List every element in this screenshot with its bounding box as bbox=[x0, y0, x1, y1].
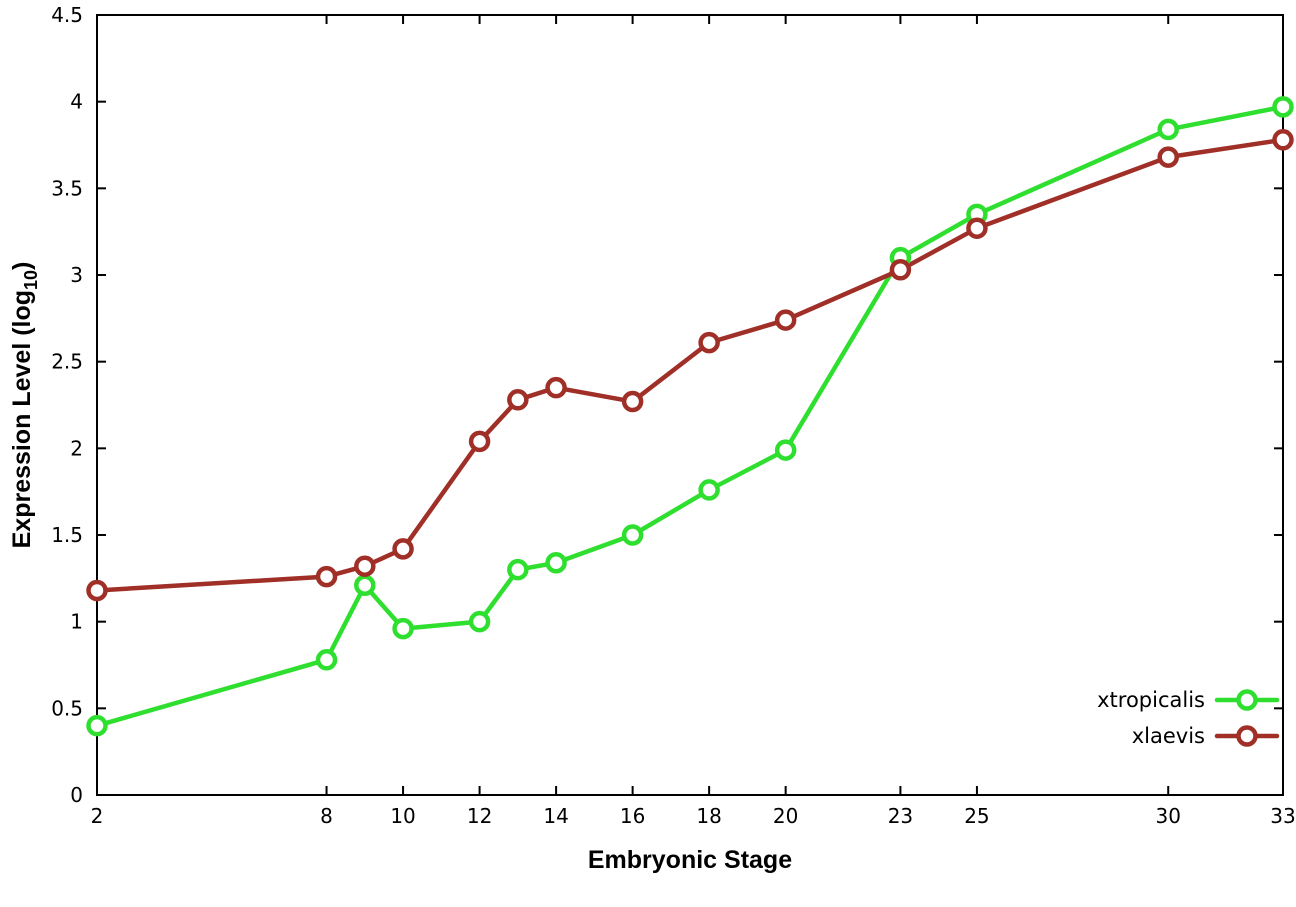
y-tick-label: 3 bbox=[70, 263, 83, 287]
data-point-xtropicalis bbox=[545, 551, 567, 574]
x-tick-label: 12 bbox=[467, 804, 492, 828]
data-point-xtropicalis bbox=[315, 649, 338, 671]
data-point-xtropicalis bbox=[86, 714, 108, 737]
data-point-xlaevis bbox=[354, 555, 376, 577]
x-tick-label: 16 bbox=[620, 804, 645, 828]
x-tick-label: 14 bbox=[543, 804, 568, 828]
y-tick-label: 1 bbox=[70, 610, 83, 634]
x-axis-label: Embryonic Stage bbox=[588, 846, 792, 874]
legend-marker-xlaevis bbox=[1236, 725, 1258, 747]
data-point-xlaevis bbox=[86, 579, 108, 602]
data-point-xtropicalis bbox=[621, 524, 644, 546]
data-point-xlaevis bbox=[468, 430, 491, 453]
data-point-xtropicalis bbox=[774, 439, 797, 461]
y-tick-label: 2 bbox=[70, 436, 83, 460]
y-axis-label: Expression Level (log10) bbox=[8, 262, 41, 549]
y-axis-label-main: Expression Level (log bbox=[8, 290, 36, 548]
data-point-xlaevis bbox=[774, 309, 797, 331]
data-point-xlaevis bbox=[1272, 129, 1294, 151]
data-point-xlaevis bbox=[966, 217, 988, 239]
data-point-xlaevis bbox=[545, 376, 567, 399]
y-tick-label: 1.5 bbox=[51, 523, 83, 547]
data-point-xtropicalis bbox=[468, 610, 491, 633]
x-tick-label: 18 bbox=[696, 804, 721, 828]
series-line-xlaevis bbox=[94, 137, 1286, 593]
x-tick-label: 2 bbox=[91, 804, 104, 828]
data-point-xlaevis bbox=[698, 331, 720, 354]
data-point-xtropicalis bbox=[698, 479, 720, 501]
data-point-xlaevis bbox=[507, 389, 529, 411]
data-point-xtropicalis bbox=[354, 574, 376, 597]
y-tick-label: 4.5 bbox=[51, 3, 83, 27]
y-tick-label: 4 bbox=[70, 90, 83, 114]
y-tick-label: 2.5 bbox=[51, 350, 83, 374]
data-point-xtropicalis bbox=[1157, 118, 1179, 141]
x-tick-label: 20 bbox=[773, 804, 798, 828]
x-tick-label: 23 bbox=[888, 804, 913, 828]
legend-marker-xtropicalis bbox=[1236, 689, 1258, 711]
data-point-xtropicalis bbox=[392, 617, 414, 640]
data-point-xtropicalis bbox=[1272, 96, 1294, 118]
data-point-xlaevis bbox=[1157, 146, 1179, 168]
y-tick-label: 0 bbox=[70, 783, 83, 807]
x-tick-label: 33 bbox=[1270, 804, 1295, 828]
x-tick-label: 30 bbox=[1155, 804, 1180, 828]
x-tick-label: 25 bbox=[964, 804, 989, 828]
data-point-xlaevis bbox=[315, 565, 338, 588]
data-point-xtropicalis bbox=[507, 558, 529, 581]
data-point-xlaevis bbox=[621, 390, 644, 413]
data-point-xlaevis bbox=[392, 538, 414, 560]
y-axis-label-subscript: 10 bbox=[21, 270, 41, 290]
legend-label-xtropicalis: xtropicalis bbox=[1097, 688, 1205, 712]
y-tick-label: 3.5 bbox=[51, 176, 83, 200]
x-tick-label: 8 bbox=[320, 804, 333, 828]
y-tick-label: 0.5 bbox=[51, 696, 83, 720]
x-tick-label: 10 bbox=[390, 804, 415, 828]
plot-border bbox=[96, 14, 1284, 796]
data-point-xlaevis bbox=[889, 259, 912, 281]
y-axis-label-close: ) bbox=[8, 262, 36, 270]
chart-plot-area: 2 8 10 12 14 16 18 20 23 25 30 33 0 0.5 1 1.5 2 2.5 3 3.5 4 4… bbox=[51, 3, 1296, 828]
series-line-xtropicalis bbox=[94, 104, 1286, 728]
legend-label-xlaevis: xlaevis bbox=[1132, 724, 1205, 748]
